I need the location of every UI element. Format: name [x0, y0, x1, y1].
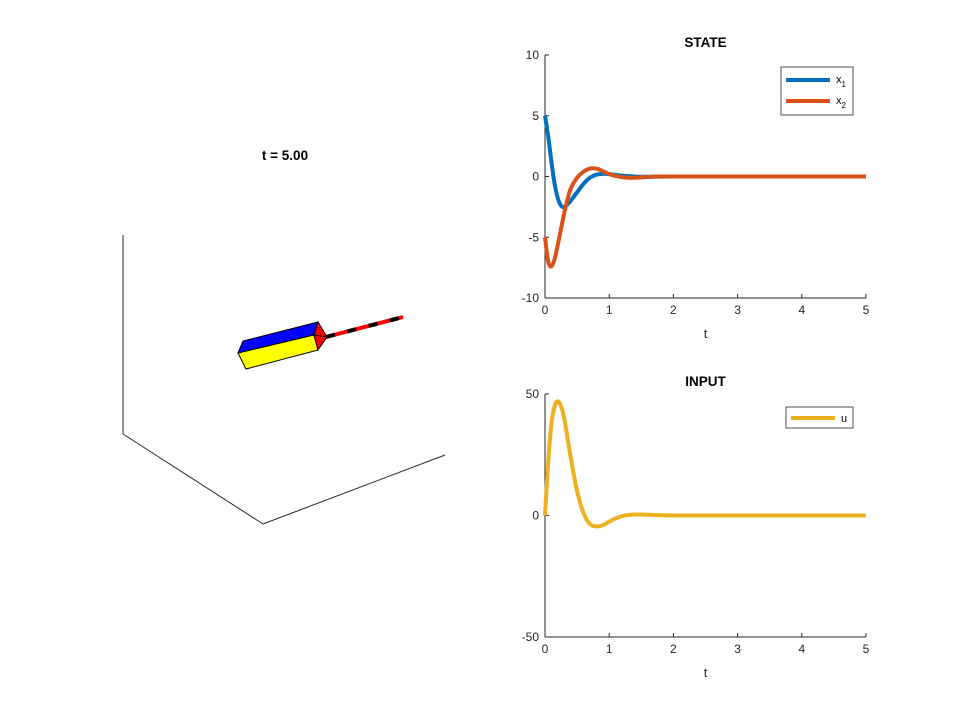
state-series-line-x2	[543, 166, 866, 269]
legend-label-u: u	[841, 413, 847, 425]
input-series-line-u	[543, 399, 866, 529]
input-lines	[543, 399, 866, 529]
state-x-tick-label: 0	[542, 303, 549, 317]
state-ticks: 0 1 2 3 4 5 -10 -5 0 5 10	[522, 48, 870, 317]
legend-label-x2: x2	[836, 95, 847, 110]
state-chart: STATE t 0 1 2 3 4 5 -10 -5 0 5 10 x1 x2	[522, 35, 870, 341]
input-x-tick-label: 3	[734, 642, 741, 656]
state-y-tick-label: -10	[522, 291, 540, 305]
state-lines	[543, 115, 866, 269]
state-y-tick-label: 10	[526, 48, 540, 62]
rod-black-dashes	[325, 315, 404, 339]
input-x-tick-label: 1	[606, 642, 613, 656]
state-legend: x1 x2	[780, 66, 854, 116]
scene-3d: t = 5.00	[122, 148, 446, 525]
input-x-tick-label: 0	[542, 642, 549, 656]
input-x-tick-label: 5	[863, 642, 870, 656]
input-x-tick-label: 2	[670, 642, 677, 656]
input-y-tick-label: 50	[526, 387, 540, 401]
input-y-tick-label: -50	[522, 630, 540, 644]
scene-axis-left	[122, 433, 264, 525]
input-x-label: t	[704, 665, 708, 680]
block-edge	[313, 334, 328, 338]
state-x-tick-label: 1	[606, 303, 613, 317]
scene-axis-right	[262, 454, 446, 525]
state-x-tick-label: 5	[863, 303, 870, 317]
state-series-line-x1	[543, 115, 866, 209]
state-x-tick-label: 2	[670, 303, 677, 317]
state-y-tick-label: 0	[532, 170, 539, 184]
state-legend-box	[780, 66, 854, 116]
input-x-tick-label: 4	[798, 642, 805, 656]
input-title: INPUT	[685, 374, 726, 389]
state-x-label: t	[704, 326, 708, 341]
state-y-tick-label: 5	[532, 109, 539, 123]
input-y-tick-label: 0	[532, 509, 539, 523]
state-x-tick-label: 4	[798, 303, 805, 317]
state-y-tick-label: -5	[528, 230, 539, 244]
state-x-tick-label: 3	[734, 303, 741, 317]
legend-label-x1: x1	[836, 74, 847, 89]
state-title: STATE	[684, 35, 726, 50]
input-legend: u	[785, 406, 854, 429]
scene-title: t = 5.00	[262, 148, 308, 163]
